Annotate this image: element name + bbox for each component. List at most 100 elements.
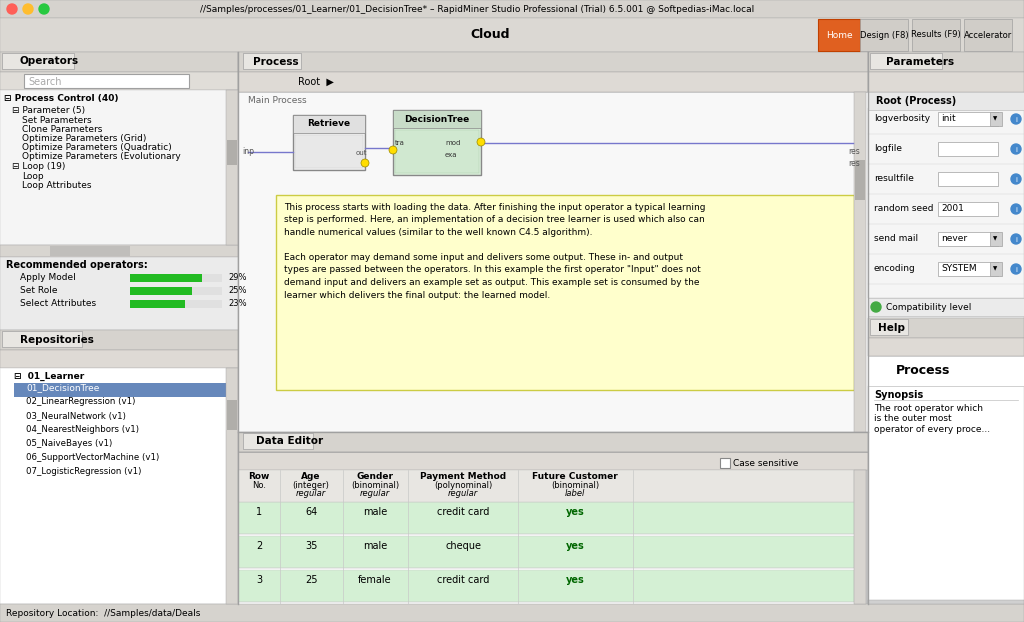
- Bar: [938, 262, 998, 276]
- Bar: [818, 19, 860, 51]
- Text: Payment Method: Payment Method: [420, 472, 506, 481]
- Bar: [0, 52, 238, 72]
- Text: 25: 25: [305, 575, 317, 585]
- Text: 35: 35: [305, 541, 317, 551]
- Text: i: i: [1015, 117, 1017, 123]
- Bar: [238, 452, 868, 470]
- Text: Synopsis: Synopsis: [874, 390, 924, 400]
- Bar: [238, 502, 854, 534]
- Bar: [860, 19, 908, 51]
- Text: ⊟  01_Learner: ⊟ 01_Learner: [14, 372, 84, 381]
- Bar: [238, 570, 854, 602]
- Bar: [238, 92, 868, 432]
- Text: 23%: 23%: [228, 299, 247, 308]
- Text: Parameters: Parameters: [886, 57, 954, 67]
- Bar: [868, 72, 1024, 604]
- Bar: [0, 245, 238, 257]
- Bar: [14, 383, 226, 397]
- Bar: [10, 22, 170, 46]
- Bar: [130, 274, 202, 282]
- Circle shape: [1011, 204, 1021, 214]
- Text: Accelerator: Accelerator: [964, 30, 1012, 40]
- Text: 03_NeuralNetwork (v1): 03_NeuralNetwork (v1): [26, 411, 126, 420]
- Bar: [938, 112, 998, 126]
- Text: Select Attributes: Select Attributes: [20, 299, 96, 308]
- Text: ⊟ Loop (19): ⊟ Loop (19): [12, 162, 66, 171]
- Bar: [2, 331, 82, 347]
- Text: Main Process: Main Process: [248, 96, 306, 105]
- Bar: [870, 319, 908, 335]
- Text: Operators: Operators: [20, 56, 79, 66]
- Text: ▼: ▼: [993, 116, 997, 121]
- Text: //Samples/processes/01_Learner/01_DecisionTree* – RapidMiner Studio Professional: //Samples/processes/01_Learner/01_Decisi…: [200, 4, 755, 14]
- Text: 06_SupportVectorMachine (v1): 06_SupportVectorMachine (v1): [26, 453, 160, 462]
- Text: step is performed. Here, an implementation of a decision tree learner is used wh: step is performed. Here, an implementati…: [284, 215, 705, 225]
- Text: Repositories: Repositories: [20, 335, 94, 345]
- Circle shape: [389, 146, 397, 154]
- Bar: [868, 338, 1024, 356]
- Text: logfile: logfile: [874, 144, 902, 153]
- Bar: [0, 90, 238, 245]
- Text: credit card: credit card: [437, 507, 489, 517]
- Text: male: male: [362, 541, 387, 551]
- Text: 07_LogisticRegression (v1): 07_LogisticRegression (v1): [26, 467, 141, 476]
- Text: send mail: send mail: [874, 234, 919, 243]
- Text: 25%: 25%: [228, 286, 247, 295]
- Text: (integer): (integer): [293, 481, 330, 490]
- Text: demand input and delivers an example set as output. This example set is consumed: demand input and delivers an example set…: [284, 278, 699, 287]
- Text: i: i: [1015, 237, 1017, 243]
- Text: Repository Location:  //Samples/data/Deals: Repository Location: //Samples/data/Deal…: [6, 608, 201, 618]
- Bar: [393, 110, 481, 175]
- Text: res: res: [848, 159, 860, 167]
- Circle shape: [1011, 114, 1021, 124]
- Bar: [868, 52, 1024, 72]
- Text: Process: Process: [253, 57, 299, 67]
- Text: Age: Age: [301, 472, 321, 481]
- Bar: [0, 604, 1024, 622]
- Bar: [0, 72, 238, 604]
- Bar: [226, 368, 238, 604]
- Text: 2001: 2001: [941, 204, 964, 213]
- Text: The root operator which
is the outer most
operator of every proce...: The root operator which is the outer mos…: [874, 404, 990, 434]
- Bar: [130, 300, 185, 308]
- Bar: [227, 140, 237, 165]
- Text: Help: Help: [878, 323, 905, 333]
- Bar: [854, 470, 866, 604]
- Bar: [180, 22, 260, 46]
- Circle shape: [361, 159, 369, 167]
- Bar: [938, 172, 998, 186]
- Text: cheque: cheque: [445, 541, 481, 551]
- Text: Optimize Parameters (Grid): Optimize Parameters (Grid): [22, 134, 146, 143]
- Text: Design (F8): Design (F8): [860, 30, 908, 40]
- Bar: [868, 108, 1024, 298]
- Text: Retrieve: Retrieve: [307, 119, 350, 129]
- Text: logverbosity: logverbosity: [874, 114, 930, 123]
- Text: inp: inp: [242, 147, 254, 157]
- Bar: [243, 53, 301, 69]
- Text: (polynominal): (polynominal): [434, 481, 493, 490]
- Text: Case sensitive: Case sensitive: [733, 458, 799, 468]
- Text: DecisionTree: DecisionTree: [404, 114, 470, 124]
- Text: Optimize Parameters (Evolutionary: Optimize Parameters (Evolutionary: [22, 152, 181, 161]
- Circle shape: [871, 302, 881, 312]
- Bar: [0, 257, 238, 330]
- Bar: [276, 195, 854, 390]
- Bar: [50, 246, 130, 256]
- Bar: [938, 232, 998, 246]
- Bar: [238, 432, 868, 452]
- Text: tra: tra: [395, 140, 404, 146]
- Text: yes: yes: [565, 507, 585, 517]
- Bar: [990, 262, 1002, 276]
- Bar: [868, 318, 1024, 338]
- Circle shape: [23, 4, 33, 14]
- Text: male: male: [362, 507, 387, 517]
- Text: never: never: [941, 234, 967, 243]
- Bar: [0, 350, 238, 368]
- Circle shape: [1011, 144, 1021, 154]
- Bar: [202, 274, 222, 282]
- Text: 1: 1: [256, 507, 262, 517]
- Text: Set Role: Set Role: [20, 286, 57, 295]
- Bar: [0, 72, 238, 90]
- Text: types are passed between the operators. In this example the first operator "Inpu: types are passed between the operators. …: [284, 266, 700, 274]
- Bar: [868, 356, 1024, 386]
